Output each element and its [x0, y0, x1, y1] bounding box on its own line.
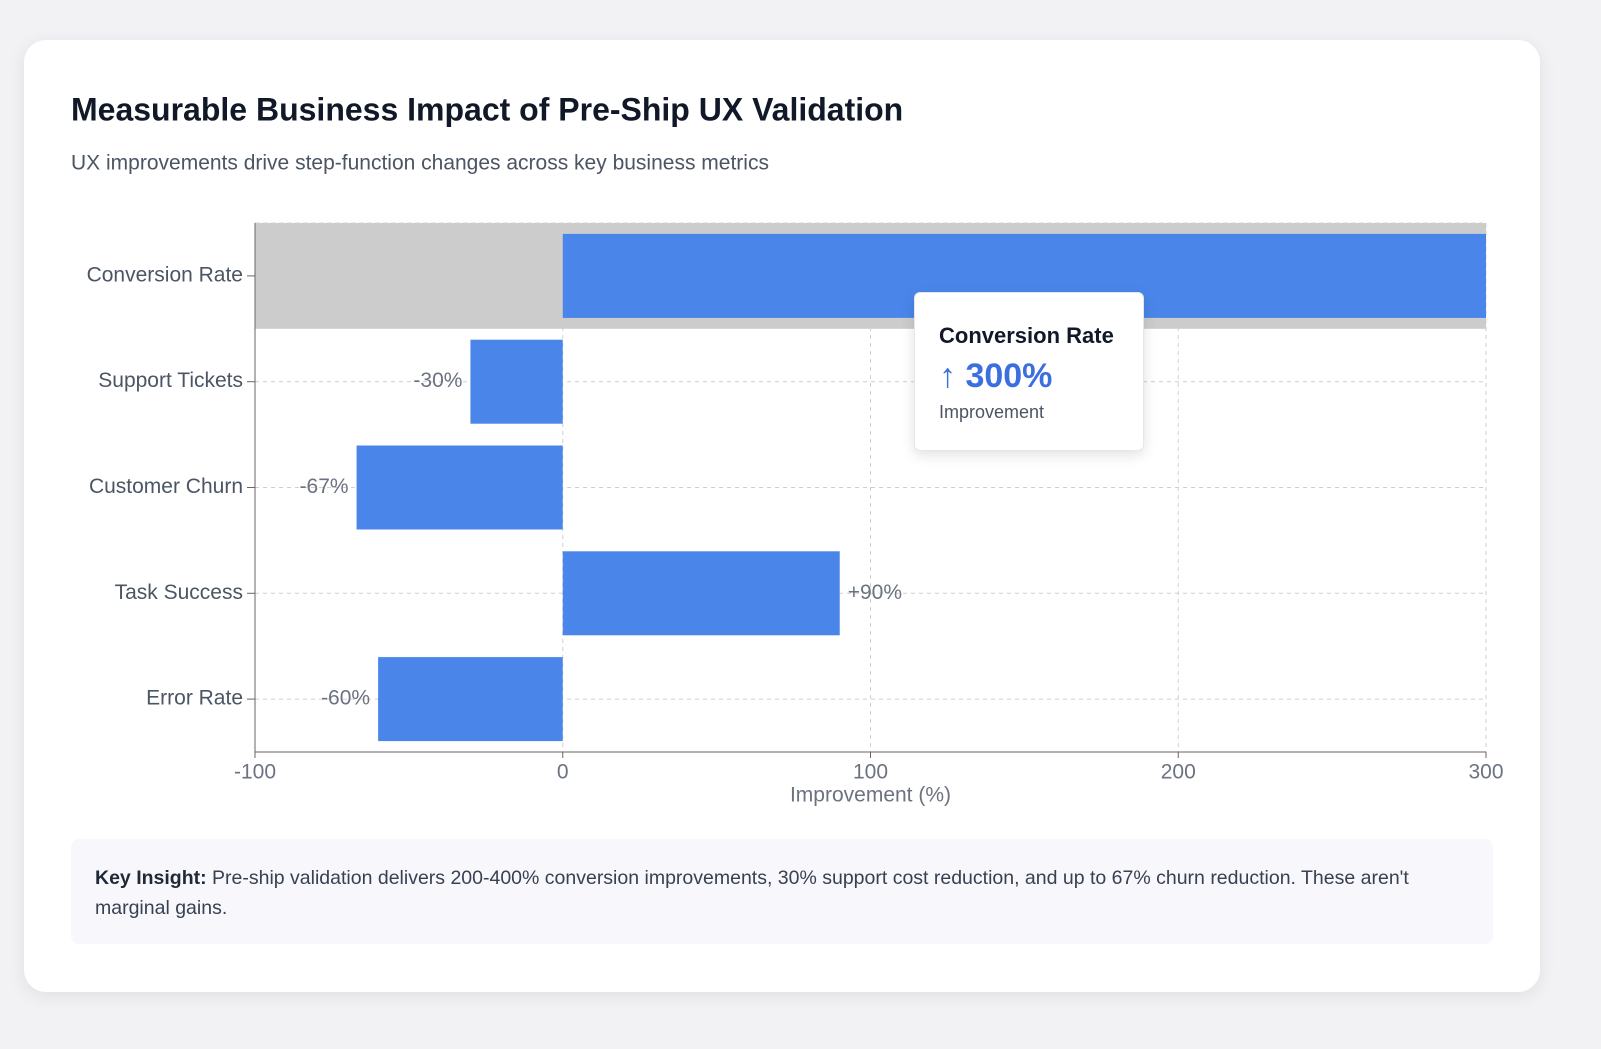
x-tick-label: 200 — [1161, 761, 1196, 784]
bar — [378, 657, 563, 742]
x-tick-label: 0 — [557, 761, 569, 784]
tooltip-caption: Improvement — [939, 402, 1045, 422]
x-tick-label: -100 — [234, 761, 276, 784]
y-tick-label: Conversion Rate — [87, 263, 243, 286]
value-label: +90% — [848, 581, 902, 604]
y-tick-label: Customer Churn — [89, 475, 243, 498]
x-tick-label: 300 — [1468, 761, 1503, 784]
card — [24, 40, 1540, 992]
bar — [356, 445, 563, 530]
insight-box: Key Insight: Pre-ship validation deliver… — [71, 839, 1493, 944]
insight-text: Pre-ship validation delivers 200-400% co… — [95, 867, 1409, 919]
y-tick-label: Task Success — [115, 581, 243, 604]
value-label: -30% — [413, 369, 462, 392]
y-tick-label: Support Tickets — [98, 369, 243, 392]
tooltip-value: ↑ 300% — [939, 357, 1053, 395]
tooltip: Conversion Rate ↑ 300% Improvement — [914, 292, 1144, 451]
x-tick-label: 100 — [853, 761, 888, 784]
y-tick-label: Error Rate — [146, 687, 243, 710]
tooltip-title: Conversion Rate — [939, 323, 1114, 348]
chart-title: Measurable Business Impact of Pre-Ship U… — [71, 91, 903, 127]
x-axis-label: Improvement (%) — [790, 784, 951, 807]
chart-subtitle: UX improvements drive step-function chan… — [71, 152, 769, 175]
bar — [470, 339, 563, 424]
value-label: -60% — [321, 687, 370, 710]
bar — [562, 551, 840, 636]
insight-label: Key Insight: — [95, 867, 207, 889]
value-label: -67% — [300, 475, 349, 498]
